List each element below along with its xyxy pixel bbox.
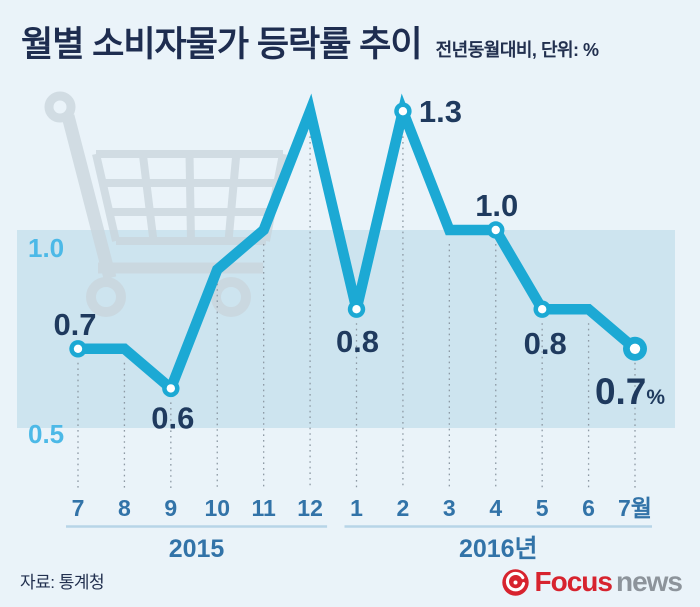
x-axis-label: 4	[489, 495, 502, 521]
y-axis-label: 0.5	[28, 419, 64, 449]
data-point-marker-center	[352, 305, 361, 314]
chart-header: 월별 소비자물가 등락률 추이 전년동월대비, 단위: %	[21, 16, 690, 67]
x-axis-label: 5	[536, 495, 549, 521]
data-point-label: 1.3	[419, 94, 462, 129]
data-point-marker-center	[166, 384, 176, 393]
year-label: 2015	[169, 535, 225, 563]
focus-news-swirl-icon	[501, 568, 529, 596]
data-point-label: 1.0	[475, 188, 518, 223]
logo-word-news: news	[615, 566, 683, 597]
x-axis-label: 12	[297, 495, 323, 521]
x-axis-label: 8	[118, 495, 131, 521]
page-title: 월별 소비자물가 등락률 추이	[21, 25, 423, 64]
x-axis-label: 2	[397, 495, 410, 521]
x-axis-label: 10	[204, 495, 230, 521]
x-axis-label: 3	[443, 495, 456, 521]
shopping-cart-watermark	[44, 91, 287, 317]
x-axis-label: 6	[582, 495, 595, 521]
focus-news-logo: Focus news	[501, 566, 683, 598]
data-point-label: 0.7	[53, 307, 96, 342]
data-point-marker-center	[491, 225, 500, 235]
x-axis-label: 9	[164, 495, 177, 521]
data-point-marker-center	[73, 344, 83, 353]
data-point-label: 0.8	[336, 324, 379, 359]
data-point-label: 0.8	[524, 326, 567, 361]
chart-unit-note: 전년동월대비, 단위: %	[435, 40, 599, 60]
data-point-marker-center	[398, 107, 408, 116]
data-point-marker-center	[537, 305, 547, 314]
logo-word-focus: Focus	[534, 566, 613, 597]
y-axis-label: 1.0	[28, 233, 64, 263]
source-label: 자료: 통계청	[20, 573, 105, 592]
data-point-label: 0.6	[151, 400, 194, 435]
x-axis-label: 11	[252, 495, 277, 521]
x-axis-label: 7월	[618, 495, 652, 521]
year-label: 2016년	[459, 535, 538, 563]
x-axis-label: 1	[350, 495, 363, 521]
x-axis-label: 7	[72, 495, 85, 521]
data-point-marker-center	[629, 343, 641, 354]
